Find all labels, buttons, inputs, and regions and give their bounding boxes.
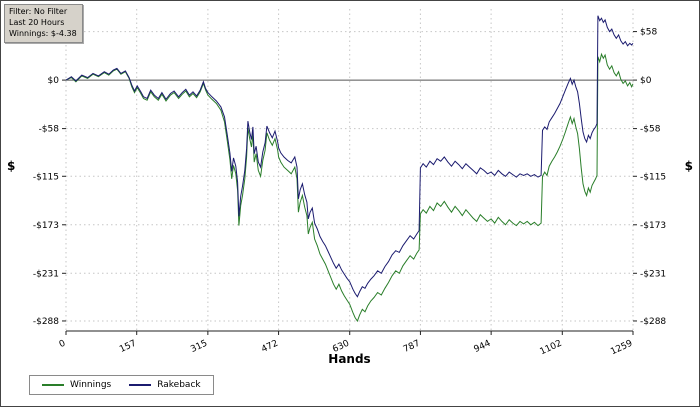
- legend-item-winnings: Winnings: [42, 380, 111, 390]
- filter-info-box: Filter: No Filter Last 20 Hours Winnings…: [4, 4, 83, 44]
- winnings-info-line: Winnings: $-4.38: [9, 28, 77, 38]
- svg-text:-$115: -$115: [640, 172, 666, 182]
- svg-text:-$231: -$231: [640, 269, 666, 279]
- svg-text:-$288: -$288: [640, 317, 666, 327]
- y-axis-label-right: $: [684, 159, 693, 173]
- svg-text:-$58: -$58: [640, 125, 661, 135]
- legend-label-winnings: Winnings: [70, 380, 112, 390]
- rakeback-line-swatch: [129, 384, 152, 386]
- svg-text:-$231: -$231: [33, 269, 59, 279]
- svg-text:0: 0: [58, 339, 68, 351]
- svg-text:-$115: -$115: [33, 172, 59, 182]
- svg-text:-$173: -$173: [33, 221, 59, 231]
- legend-item-rakeback: Rakeback: [129, 380, 201, 390]
- x-axis-label: Hands: [328, 352, 371, 366]
- legend: Winnings Rakeback: [29, 375, 214, 395]
- svg-text:$0: $0: [640, 76, 652, 86]
- y-axis-label-left: $: [7, 159, 16, 173]
- filter-info-line: Filter: No Filter: [9, 7, 68, 16]
- svg-text:-$58: -$58: [39, 125, 60, 135]
- svg-text:$58: $58: [640, 28, 657, 38]
- svg-text:-$173: -$173: [640, 221, 666, 231]
- svg-text:$0: $0: [48, 76, 60, 86]
- session-info-line: Last 20 Hours: [9, 17, 65, 27]
- legend-label-rakeback: Rakeback: [157, 380, 201, 390]
- svg-text:-$288: -$288: [33, 317, 59, 327]
- winnings-line-swatch: [42, 384, 64, 386]
